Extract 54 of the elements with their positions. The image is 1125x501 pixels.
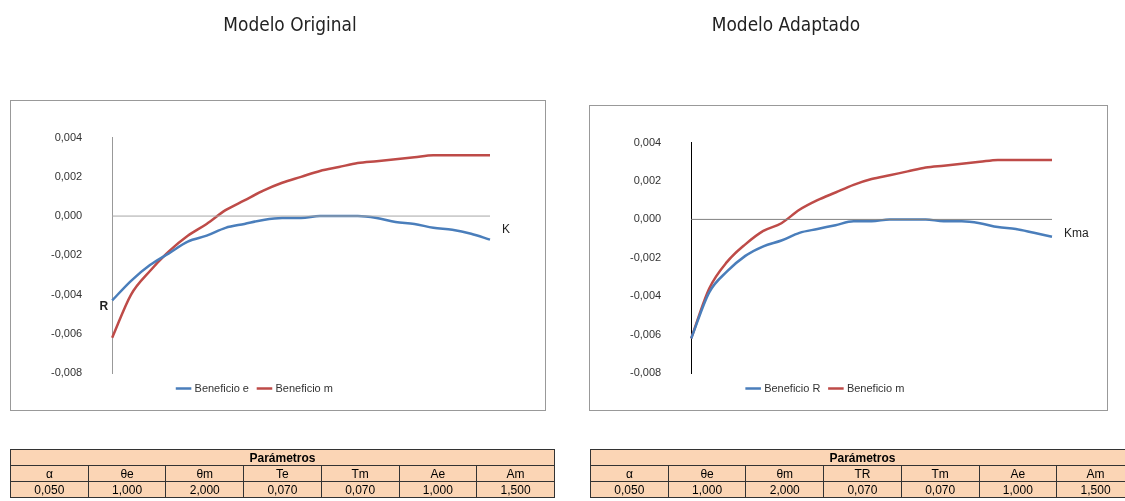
y-tick-label: -0,006 xyxy=(629,327,662,340)
y-tick-label: 0,000 xyxy=(54,209,83,222)
chart-title: Modelo Adaptado xyxy=(710,12,862,36)
line-series xyxy=(110,154,492,339)
text: θm xyxy=(165,465,244,482)
text: TR xyxy=(823,465,902,482)
text: Te xyxy=(243,465,322,482)
text: 0,050 xyxy=(10,481,89,498)
text: Am xyxy=(476,465,555,482)
legend-label: Beneficio m xyxy=(275,381,333,394)
text: 1,000 xyxy=(979,481,1057,498)
text: Am xyxy=(1056,465,1125,482)
text: 0,070 xyxy=(901,481,980,498)
y-tick-label: -0,004 xyxy=(50,287,83,300)
text: Ae xyxy=(399,465,477,482)
text: 0,070 xyxy=(321,481,400,498)
text: 1,000 xyxy=(88,481,166,498)
text: θe xyxy=(668,465,746,482)
text: α xyxy=(10,465,89,482)
y-tick-label: 0,002 xyxy=(633,174,662,187)
legend-label: Beneficio m xyxy=(846,381,905,394)
x-axis-title: K xyxy=(502,222,511,237)
text: 1,500 xyxy=(476,481,555,498)
text: θe xyxy=(88,465,166,482)
y-tick-label: -0,006 xyxy=(50,326,83,339)
legend-label: Beneficio e xyxy=(194,381,249,394)
text: 1,000 xyxy=(668,481,746,498)
text: 0,050 xyxy=(590,481,669,498)
text: Tm xyxy=(901,465,980,482)
y-tick-label: 0,004 xyxy=(54,130,83,143)
y-tick-label: -0,008 xyxy=(50,366,83,379)
y-tick-label: -0,002 xyxy=(50,248,83,261)
y-tick-label: -0,002 xyxy=(629,250,662,263)
x-axis-title: Kma xyxy=(1064,225,1089,240)
y-tick-label: -0,004 xyxy=(629,289,662,302)
chart-title: Modelo Original xyxy=(222,12,358,36)
text: Ae xyxy=(979,465,1057,482)
text: α xyxy=(590,465,669,482)
text: 0,070 xyxy=(243,481,322,498)
text: 1,500 xyxy=(1056,481,1125,498)
y-tick-label: 0,002 xyxy=(54,169,83,182)
text: Parámetros xyxy=(590,449,1125,466)
y-tick-label: -0,008 xyxy=(629,366,662,379)
text: Tm xyxy=(321,465,400,482)
y-tick-label: 0,004 xyxy=(633,135,662,148)
legend-label: Beneficio R xyxy=(764,381,821,394)
y-tick-label: 0,000 xyxy=(633,212,662,225)
text: 1,000 xyxy=(399,481,477,498)
text: 0,070 xyxy=(823,481,902,498)
text: 2,000 xyxy=(745,481,824,498)
y-axis-title: R xyxy=(99,299,109,314)
text: Parámetros xyxy=(10,449,555,466)
text: θm xyxy=(745,465,824,482)
text: 2,000 xyxy=(165,481,244,498)
